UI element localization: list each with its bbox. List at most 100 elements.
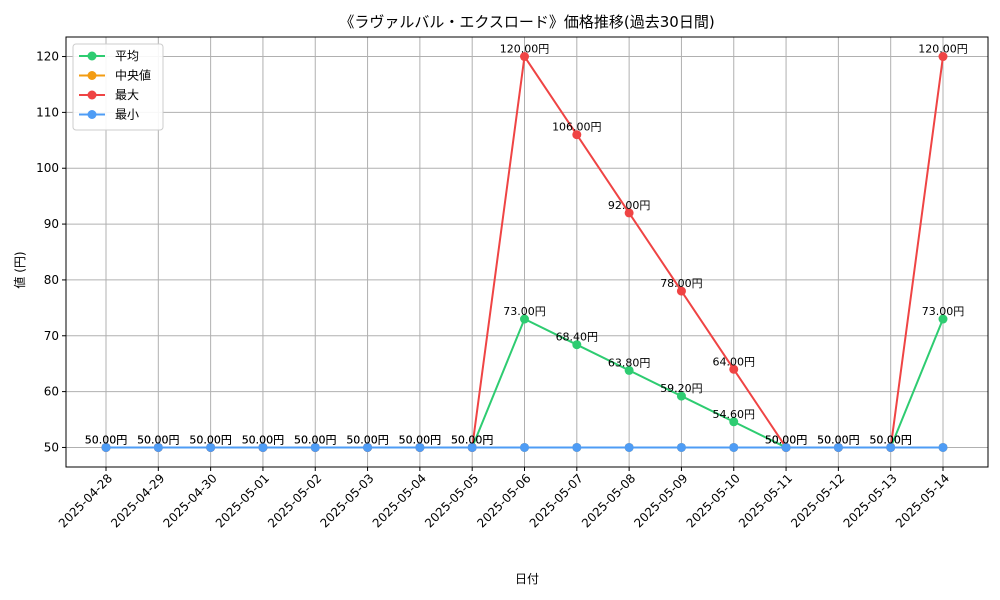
data-label: 50.00円 bbox=[346, 433, 389, 446]
data-point bbox=[206, 442, 216, 452]
legend-item: 中央値 bbox=[79, 68, 151, 83]
data-label: 50.00円 bbox=[817, 433, 860, 446]
data-point bbox=[624, 365, 634, 375]
data-label: 63.80円 bbox=[608, 356, 651, 369]
data-point bbox=[938, 52, 948, 62]
data-label: 50.00円 bbox=[137, 433, 180, 446]
y-tick-label: 90 bbox=[44, 217, 59, 231]
data-point bbox=[676, 286, 686, 296]
data-point bbox=[153, 442, 163, 452]
x-tick-label: 2025-05-06 bbox=[474, 471, 533, 530]
legend-label: 最大 bbox=[115, 88, 139, 102]
legend-swatch-marker bbox=[87, 71, 97, 80]
data-point bbox=[572, 130, 582, 140]
y-tick-label: 120 bbox=[36, 50, 59, 64]
data-point bbox=[781, 442, 791, 452]
legend-label: 最小 bbox=[115, 108, 139, 122]
data-label: 50.00円 bbox=[346, 433, 389, 446]
legend-item: 平均 bbox=[79, 49, 139, 63]
data-point bbox=[938, 314, 948, 324]
data-point bbox=[310, 442, 320, 452]
legend-swatch-marker bbox=[87, 51, 97, 61]
data-point bbox=[520, 314, 529, 324]
x-tick-label: 2025-04-30 bbox=[161, 471, 220, 530]
data-label: 50.00円 bbox=[189, 433, 232, 446]
legend-swatch-marker bbox=[87, 110, 97, 119]
data-label: 50.00円 bbox=[294, 433, 337, 446]
data-point bbox=[572, 442, 582, 452]
y-tick-label: 100 bbox=[36, 161, 59, 175]
data-point bbox=[415, 442, 425, 452]
y-axis-label: 値 (円) bbox=[12, 251, 27, 288]
data-label: 92.00円 bbox=[608, 199, 651, 212]
chart-title: 《ラヴァルバル・エクスロード》価格推移(過去30日間) bbox=[339, 13, 714, 31]
legend-swatch-marker bbox=[87, 90, 97, 100]
data-label: 50.00円 bbox=[451, 433, 494, 446]
data-label: 50.00円 bbox=[869, 433, 912, 446]
legend-item: 最大 bbox=[79, 88, 139, 102]
data-label: 50.00円 bbox=[765, 433, 808, 446]
data-label: 50.00円 bbox=[189, 433, 232, 446]
x-tick-label: 2025-05-09 bbox=[631, 471, 690, 530]
x-tick-label: 2025-05-07 bbox=[527, 471, 586, 530]
data-label: 120.00円 bbox=[500, 43, 550, 56]
data-point bbox=[729, 364, 739, 374]
grid-lines bbox=[66, 37, 988, 467]
data-label: 50.00円 bbox=[399, 433, 442, 446]
data-label: 68.40円 bbox=[556, 331, 599, 344]
x-tick-label: 2025-05-11 bbox=[736, 471, 795, 530]
data-point bbox=[676, 442, 686, 452]
legend-label: 平均 bbox=[115, 49, 139, 63]
legend-box bbox=[72, 43, 164, 131]
data-point bbox=[520, 52, 529, 62]
y-tick-label: 60 bbox=[44, 385, 59, 399]
data-label: 54.60円 bbox=[713, 408, 756, 421]
data-label: 59.20円 bbox=[660, 382, 703, 395]
x-tick-label: 2025-04-28 bbox=[56, 471, 115, 530]
y-tick-label: 110 bbox=[36, 105, 59, 119]
y-axis-ticks: 50 60 70 80 90 100 110 120 bbox=[36, 50, 66, 454]
data-label: 50.00円 bbox=[817, 433, 860, 446]
data-point bbox=[729, 417, 739, 427]
data-label: 106.00円 bbox=[552, 121, 602, 134]
y-tick-label: 70 bbox=[44, 329, 59, 343]
data-label: 50.00円 bbox=[85, 433, 128, 446]
data-point bbox=[520, 442, 529, 452]
data-label: 50.00円 bbox=[765, 433, 808, 446]
x-axis-label: 日付 bbox=[515, 572, 539, 586]
data-labels: 50.00円 50.00円 50.00円 50.00円 50.00円 50.00円 50.0… bbox=[85, 43, 968, 447]
x-tick-label: 2025-05-14 bbox=[893, 471, 952, 530]
data-point bbox=[467, 442, 477, 452]
plot-area-frame bbox=[65, 36, 989, 468]
data-label: 64.00円 bbox=[713, 355, 756, 368]
series-lines bbox=[101, 52, 948, 452]
data-point bbox=[572, 340, 582, 350]
x-tick-label: 2025-05-03 bbox=[317, 471, 376, 530]
data-label: 50.00円 bbox=[137, 433, 180, 446]
legend-item: 最小 bbox=[79, 108, 139, 122]
data-label: 50.00円 bbox=[85, 433, 128, 446]
x-tick-label: 2025-05-01 bbox=[213, 471, 272, 530]
data-point bbox=[363, 442, 373, 452]
x-tick-label: 2025-05-04 bbox=[370, 471, 429, 530]
data-label: 73.00円 bbox=[922, 305, 965, 318]
x-axis-ticks: 2025-04-282025-04-292025-04-302025-05-01… bbox=[56, 467, 952, 530]
data-label: 50.00円 bbox=[294, 433, 337, 446]
data-point bbox=[886, 442, 896, 452]
data-label: 50.00円 bbox=[242, 433, 285, 446]
data-point bbox=[938, 442, 948, 452]
data-point bbox=[258, 442, 268, 452]
x-tick-label: 2025-05-10 bbox=[684, 471, 743, 530]
y-tick-label: 80 bbox=[44, 273, 59, 287]
data-label: 120.00円 bbox=[918, 43, 968, 56]
data-label: 50.00円 bbox=[451, 433, 494, 446]
data-point bbox=[101, 442, 111, 452]
x-tick-label: 2025-05-08 bbox=[579, 471, 638, 530]
data-label: 50.00円 bbox=[869, 433, 912, 446]
data-point bbox=[676, 391, 686, 401]
data-label: 50.00円 bbox=[242, 433, 285, 446]
data-label: 50.00円 bbox=[399, 433, 442, 446]
data-point bbox=[624, 442, 634, 452]
